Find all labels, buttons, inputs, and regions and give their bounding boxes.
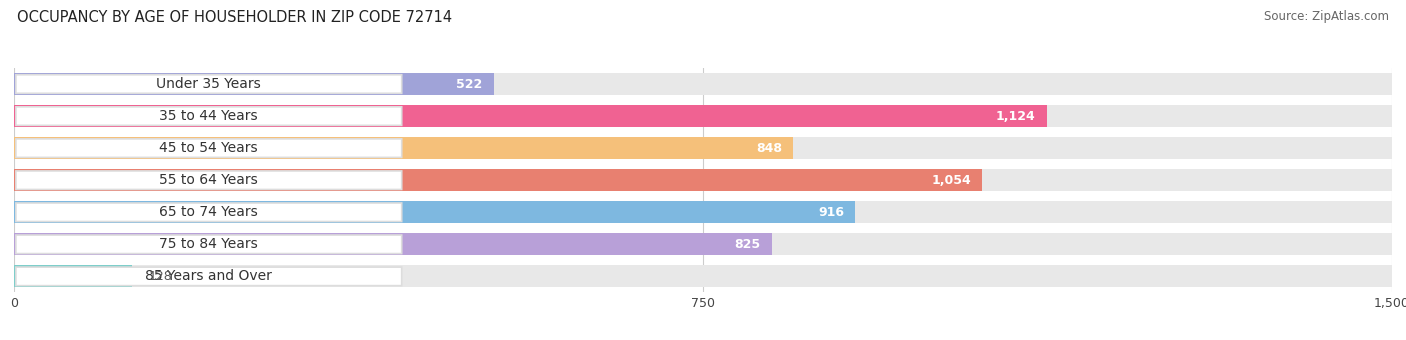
- Bar: [14, 234, 1392, 255]
- Bar: [14, 169, 1392, 191]
- Text: 1,054: 1,054: [932, 174, 972, 187]
- Bar: [14, 137, 793, 159]
- Bar: [14, 201, 855, 223]
- Text: 85 Years and Over: 85 Years and Over: [145, 269, 273, 283]
- FancyBboxPatch shape: [15, 75, 402, 93]
- Bar: [14, 169, 983, 191]
- FancyBboxPatch shape: [15, 267, 402, 286]
- Text: Under 35 Years: Under 35 Years: [156, 77, 262, 91]
- Text: 825: 825: [735, 238, 761, 251]
- Text: OCCUPANCY BY AGE OF HOUSEHOLDER IN ZIP CODE 72714: OCCUPANCY BY AGE OF HOUSEHOLDER IN ZIP C…: [17, 10, 451, 25]
- Text: 55 to 64 Years: 55 to 64 Years: [159, 173, 259, 187]
- Bar: [14, 105, 1392, 127]
- Bar: [14, 105, 1046, 127]
- FancyBboxPatch shape: [15, 235, 402, 254]
- Bar: [14, 234, 772, 255]
- FancyBboxPatch shape: [15, 171, 402, 189]
- Bar: [14, 266, 1392, 287]
- Text: Source: ZipAtlas.com: Source: ZipAtlas.com: [1264, 10, 1389, 23]
- Bar: [14, 201, 1392, 223]
- Bar: [14, 73, 494, 95]
- FancyBboxPatch shape: [15, 203, 402, 222]
- Text: 75 to 84 Years: 75 to 84 Years: [159, 237, 259, 251]
- Bar: [14, 266, 132, 287]
- Bar: [14, 73, 1392, 95]
- FancyBboxPatch shape: [15, 107, 402, 125]
- Text: 848: 848: [756, 142, 782, 155]
- Bar: [14, 137, 1392, 159]
- Text: 522: 522: [457, 78, 482, 90]
- Text: 35 to 44 Years: 35 to 44 Years: [159, 109, 259, 123]
- FancyBboxPatch shape: [15, 139, 402, 157]
- Text: 916: 916: [818, 206, 845, 219]
- Text: 65 to 74 Years: 65 to 74 Years: [159, 205, 259, 219]
- Text: 128: 128: [148, 270, 172, 283]
- Text: 1,124: 1,124: [995, 109, 1036, 123]
- Text: 45 to 54 Years: 45 to 54 Years: [159, 141, 259, 155]
